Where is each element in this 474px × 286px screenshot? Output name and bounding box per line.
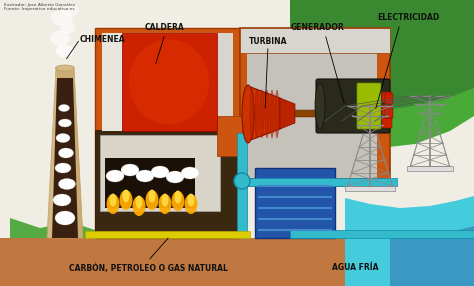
- Ellipse shape: [260, 90, 264, 138]
- Text: CARBÓN, PETROLEO O GAS NATURAL: CARBÓN, PETROLEO O GAS NATURAL: [69, 263, 228, 273]
- FancyBboxPatch shape: [102, 33, 122, 131]
- Polygon shape: [280, 98, 295, 129]
- Ellipse shape: [148, 190, 155, 202]
- FancyBboxPatch shape: [382, 92, 392, 102]
- Text: CALDERA: CALDERA: [145, 23, 185, 33]
- FancyBboxPatch shape: [385, 108, 393, 118]
- Ellipse shape: [129, 39, 209, 124]
- Text: CHIMENEA: CHIMENEA: [80, 35, 126, 43]
- Ellipse shape: [181, 167, 199, 179]
- Text: AGUA FRÍA: AGUA FRÍA: [332, 263, 378, 273]
- Ellipse shape: [315, 83, 325, 129]
- Ellipse shape: [275, 90, 279, 138]
- Polygon shape: [248, 86, 280, 141]
- Ellipse shape: [51, 10, 73, 26]
- FancyBboxPatch shape: [357, 83, 381, 129]
- Text: GENERADOR: GENERADOR: [291, 23, 345, 33]
- FancyBboxPatch shape: [105, 158, 195, 208]
- Ellipse shape: [55, 211, 75, 225]
- Ellipse shape: [56, 45, 74, 57]
- FancyBboxPatch shape: [95, 28, 240, 238]
- Ellipse shape: [58, 119, 72, 127]
- FancyBboxPatch shape: [240, 28, 390, 53]
- Ellipse shape: [107, 194, 119, 214]
- FancyBboxPatch shape: [290, 230, 474, 238]
- Ellipse shape: [56, 134, 70, 142]
- Polygon shape: [290, 0, 474, 111]
- Ellipse shape: [184, 194, 198, 214]
- Polygon shape: [390, 226, 474, 286]
- Ellipse shape: [133, 196, 146, 216]
- FancyBboxPatch shape: [385, 94, 393, 104]
- Ellipse shape: [58, 148, 73, 158]
- Ellipse shape: [174, 190, 182, 204]
- Ellipse shape: [58, 104, 70, 112]
- FancyBboxPatch shape: [237, 133, 247, 238]
- FancyBboxPatch shape: [102, 33, 233, 131]
- Ellipse shape: [53, 194, 71, 206]
- FancyBboxPatch shape: [240, 28, 390, 186]
- Ellipse shape: [122, 190, 129, 202]
- Ellipse shape: [242, 85, 254, 143]
- Ellipse shape: [162, 194, 168, 206]
- Ellipse shape: [270, 90, 274, 138]
- Ellipse shape: [121, 164, 139, 176]
- Polygon shape: [10, 218, 95, 238]
- Ellipse shape: [172, 191, 184, 211]
- Polygon shape: [100, 228, 200, 238]
- Ellipse shape: [136, 170, 154, 182]
- Text: TURBINA: TURBINA: [249, 37, 287, 45]
- Ellipse shape: [60, 22, 76, 34]
- Ellipse shape: [55, 65, 74, 71]
- Text: Fuente: Imperativo educativo.es: Fuente: Imperativo educativo.es: [4, 7, 74, 11]
- Polygon shape: [52, 78, 78, 238]
- Text: ELECTRICIDAD: ELECTRICIDAD: [377, 13, 439, 23]
- FancyBboxPatch shape: [100, 135, 220, 211]
- FancyBboxPatch shape: [295, 110, 320, 117]
- Ellipse shape: [50, 31, 70, 45]
- Text: Ilustrador: José Alberto González: Ilustrador: José Alberto González: [4, 3, 75, 7]
- Polygon shape: [345, 196, 474, 286]
- Ellipse shape: [55, 163, 71, 173]
- Ellipse shape: [166, 171, 184, 183]
- Ellipse shape: [58, 178, 75, 190]
- Ellipse shape: [158, 194, 172, 214]
- Ellipse shape: [146, 190, 158, 210]
- Ellipse shape: [188, 194, 194, 206]
- Polygon shape: [47, 68, 83, 238]
- Ellipse shape: [234, 173, 250, 189]
- Ellipse shape: [265, 90, 269, 138]
- FancyBboxPatch shape: [95, 130, 240, 238]
- Ellipse shape: [106, 170, 124, 182]
- Ellipse shape: [61, 3, 79, 17]
- FancyBboxPatch shape: [122, 33, 217, 131]
- Polygon shape: [290, 0, 474, 148]
- FancyBboxPatch shape: [316, 79, 390, 133]
- FancyBboxPatch shape: [382, 118, 392, 128]
- FancyBboxPatch shape: [217, 116, 242, 156]
- Ellipse shape: [255, 90, 259, 138]
- FancyBboxPatch shape: [247, 53, 377, 178]
- FancyBboxPatch shape: [0, 238, 474, 286]
- FancyBboxPatch shape: [407, 166, 453, 171]
- Ellipse shape: [151, 166, 169, 178]
- FancyBboxPatch shape: [382, 105, 392, 115]
- FancyBboxPatch shape: [345, 186, 395, 191]
- FancyBboxPatch shape: [255, 168, 335, 238]
- Polygon shape: [56, 68, 83, 238]
- Ellipse shape: [250, 90, 254, 138]
- Ellipse shape: [136, 196, 143, 208]
- FancyBboxPatch shape: [242, 178, 397, 186]
- Ellipse shape: [119, 190, 133, 210]
- Ellipse shape: [109, 194, 117, 206]
- FancyBboxPatch shape: [85, 231, 250, 238]
